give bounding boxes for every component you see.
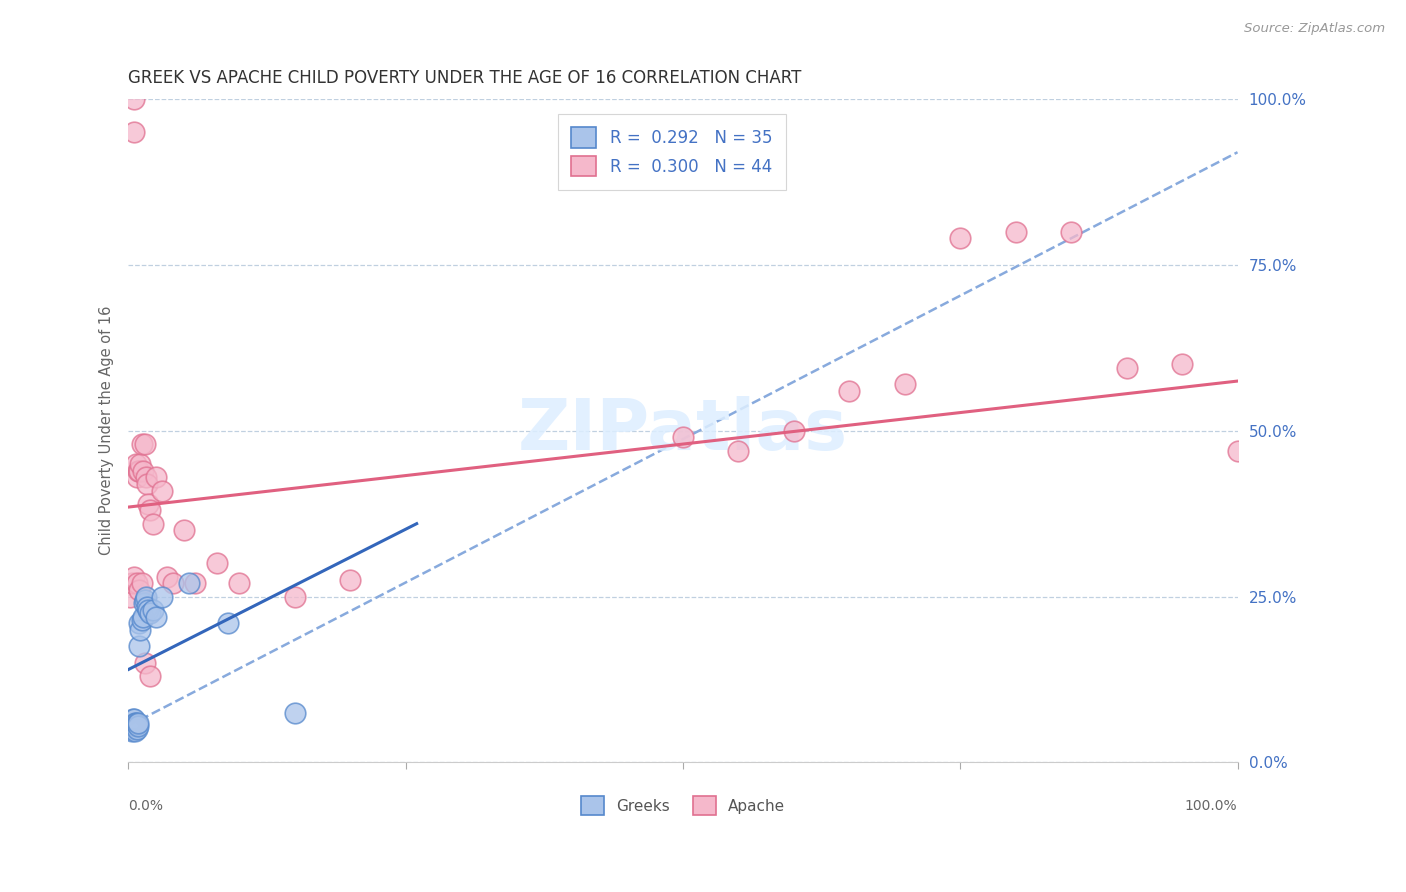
Point	[121, 712, 143, 726]
Point	[205, 557, 228, 571]
Point	[173, 524, 195, 538]
Point	[142, 516, 165, 531]
Point	[129, 623, 152, 637]
Point	[949, 231, 972, 245]
Point	[131, 613, 153, 627]
Point	[121, 576, 143, 591]
Point	[122, 570, 145, 584]
Point	[284, 590, 307, 604]
Point	[145, 470, 167, 484]
Point	[228, 576, 250, 591]
Point	[127, 719, 149, 733]
Point	[131, 464, 153, 478]
Point	[128, 616, 150, 631]
Point	[727, 443, 749, 458]
Point	[128, 464, 150, 478]
Point	[150, 590, 173, 604]
Point	[127, 723, 149, 737]
Point	[128, 640, 150, 654]
Point	[122, 712, 145, 726]
Point	[122, 125, 145, 139]
Point	[136, 603, 159, 617]
Point	[139, 503, 162, 517]
Point	[124, 721, 146, 735]
Legend: Greeks, Apache: Greeks, Apache	[575, 790, 792, 822]
Point	[125, 715, 148, 730]
Point	[127, 464, 149, 478]
Point	[142, 603, 165, 617]
Point	[150, 483, 173, 498]
Point	[121, 717, 143, 731]
Point	[122, 723, 145, 737]
Point	[120, 590, 142, 604]
Point	[339, 573, 361, 587]
Point	[179, 576, 201, 591]
Point	[139, 606, 162, 620]
Point	[124, 723, 146, 738]
Text: 0.0%: 0.0%	[128, 799, 163, 813]
Point	[120, 719, 142, 733]
Point	[1060, 225, 1083, 239]
Point	[838, 384, 860, 398]
Point	[184, 576, 207, 591]
Point	[135, 470, 157, 484]
Text: GREEK VS APACHE CHILD POVERTY UNDER THE AGE OF 16 CORRELATION CHART: GREEK VS APACHE CHILD POVERTY UNDER THE …	[128, 69, 801, 87]
Y-axis label: Child Poverty Under the Age of 16: Child Poverty Under the Age of 16	[100, 306, 114, 556]
Point	[131, 609, 153, 624]
Point	[121, 723, 143, 738]
Point	[672, 430, 695, 444]
Point	[139, 669, 162, 683]
Point	[131, 576, 153, 591]
Point	[124, 715, 146, 730]
Point	[134, 593, 156, 607]
Point	[132, 596, 155, 610]
Point	[136, 476, 159, 491]
Point	[1226, 443, 1249, 458]
Point	[118, 723, 141, 737]
Point	[134, 437, 156, 451]
Point	[145, 609, 167, 624]
Point	[127, 576, 149, 591]
Point	[122, 717, 145, 731]
Point	[1115, 360, 1137, 375]
Point	[134, 656, 156, 670]
Point	[131, 437, 153, 451]
Point	[136, 599, 159, 614]
Point	[127, 715, 149, 730]
Point	[1171, 358, 1194, 372]
Text: 100.0%: 100.0%	[1185, 799, 1237, 813]
Point	[136, 497, 159, 511]
Point	[125, 719, 148, 733]
Point	[156, 570, 179, 584]
Point	[893, 377, 915, 392]
Point	[135, 590, 157, 604]
Text: Source: ZipAtlas.com: Source: ZipAtlas.com	[1244, 22, 1385, 36]
Point	[128, 582, 150, 597]
Point	[121, 719, 143, 733]
Point	[162, 576, 184, 591]
Point	[127, 470, 149, 484]
Text: ZIPatlas: ZIPatlas	[517, 396, 848, 466]
Point	[284, 706, 307, 720]
Point	[783, 424, 806, 438]
Point	[1004, 225, 1026, 239]
Point	[125, 457, 148, 471]
Point	[217, 616, 239, 631]
Point	[129, 457, 152, 471]
Point	[127, 717, 149, 731]
Point	[122, 92, 145, 106]
